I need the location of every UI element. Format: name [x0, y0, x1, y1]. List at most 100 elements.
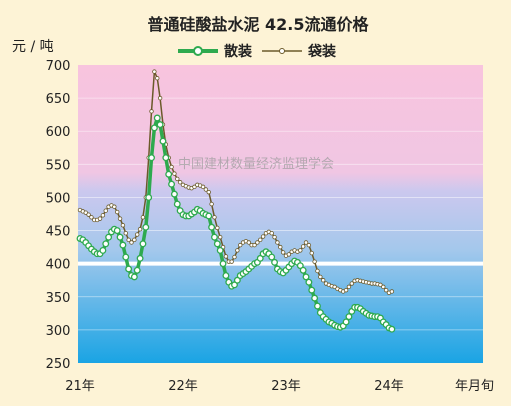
y-tick-600: 600: [46, 125, 71, 140]
bagged-point: [114, 209, 120, 215]
bagged-point: [343, 287, 349, 293]
bagged-point: [212, 215, 217, 220]
bulk-point: [205, 212, 213, 220]
y-tick-labels: 700 650 600 550 500 450 400 350 300 250: [46, 59, 71, 372]
bagged-point: [86, 212, 91, 217]
bulk-point: [345, 313, 353, 321]
bulk-point: [299, 266, 307, 274]
bulk-point: [125, 265, 133, 273]
bagged-point: [209, 201, 214, 207]
bagged-point: [383, 287, 389, 293]
bagged-point: [200, 184, 206, 190]
bagged-point: [378, 282, 383, 288]
bagged-point: [126, 237, 131, 243]
x-tick-22年: 22年: [168, 379, 198, 394]
x-tick-21年: 21年: [65, 379, 95, 394]
bagged-point: [206, 189, 211, 195]
bagged-point: [300, 244, 306, 249]
x-tick-24年: 24年: [374, 379, 404, 394]
bulk-point: [168, 180, 176, 188]
y-axis-label: 元 / 吨: [12, 39, 54, 55]
bulk-point: [271, 258, 279, 266]
bulk-point: [170, 190, 178, 198]
bulk-point: [302, 273, 310, 281]
bulk-point: [165, 170, 173, 178]
bagged-point: [140, 215, 146, 220]
bagged-point: [238, 242, 243, 248]
bulk-point: [208, 223, 216, 231]
bagged-point: [389, 289, 395, 294]
y-tick-350: 350: [46, 291, 71, 306]
watermark: 中国建材数量经济监理学会: [178, 156, 334, 172]
y-tick-300: 300: [46, 324, 71, 339]
x-tick-labels: 21年 22年 23年 24年: [65, 379, 404, 394]
bagged-point: [298, 248, 303, 253]
bagged-point: [280, 250, 286, 255]
y-tick-650: 650: [46, 92, 71, 107]
bagged-point: [260, 234, 266, 239]
plot-area: [78, 65, 483, 363]
bulk-point: [99, 246, 107, 254]
bulk-point: [153, 114, 161, 122]
bulk-point: [388, 325, 396, 333]
bulk-point: [133, 266, 141, 274]
bulk-point: [342, 318, 350, 326]
bagged-point: [255, 240, 260, 245]
bagged-point: [172, 171, 177, 176]
bagged-point: [135, 232, 140, 237]
bulk-point: [219, 260, 227, 268]
bagged-point: [272, 234, 277, 240]
bagged-point: [129, 240, 134, 245]
bagged-point: [318, 274, 323, 280]
bulk-point: [142, 223, 150, 231]
bagged-point: [192, 184, 197, 190]
y-tick-550: 550: [46, 158, 71, 173]
legend-label-bagged: 袋装: [307, 43, 337, 60]
series-bagged: [77, 69, 395, 296]
bagged-point: [215, 225, 220, 231]
bagged-point: [123, 231, 128, 236]
bulk-point: [102, 240, 110, 248]
bagged-point: [320, 278, 326, 283]
bagged-point: [223, 254, 229, 259]
bagged-point: [155, 76, 160, 81]
bagged-point: [309, 250, 314, 256]
bagged-point: [275, 240, 280, 245]
bulk-point: [305, 278, 313, 286]
bagged-point: [112, 204, 117, 209]
bagged-point: [235, 248, 240, 253]
bagged-point: [346, 284, 352, 290]
bagged-point: [286, 252, 292, 257]
bagged-point: [175, 176, 180, 182]
bulk-point: [213, 240, 221, 248]
bulk-point: [156, 121, 164, 129]
bulk-point: [311, 294, 319, 302]
bagged-point: [149, 109, 154, 114]
bulk-point: [216, 246, 224, 254]
bagged-point: [381, 284, 386, 290]
bagged-point: [117, 216, 123, 221]
bagged-point: [232, 254, 237, 260]
bulk-point: [119, 241, 127, 249]
bulk-point: [211, 233, 218, 241]
bulk-point: [150, 124, 158, 132]
x-tick-23年: 23年: [271, 379, 301, 394]
legend: 散装 袋装: [178, 43, 337, 60]
y-tick-700: 700: [46, 59, 71, 74]
bagged-point: [306, 242, 312, 248]
bulk-point: [139, 240, 147, 248]
bagged-point: [103, 208, 108, 213]
bagged-point: [246, 240, 252, 245]
y-tick-500: 500: [46, 191, 71, 206]
bulk-point: [130, 273, 138, 281]
bulk-point: [314, 302, 321, 310]
bagged-point: [312, 259, 317, 264]
bagged-point: [177, 180, 183, 185]
x-axis-label: 年月旬: [455, 379, 494, 394]
y-tick-450: 450: [46, 225, 71, 240]
bulk-point: [268, 253, 276, 261]
chart-title: 普通硅酸盐水泥 42.5流通价格: [147, 15, 369, 34]
bagged-point: [157, 95, 163, 101]
bulk-point: [136, 254, 144, 262]
